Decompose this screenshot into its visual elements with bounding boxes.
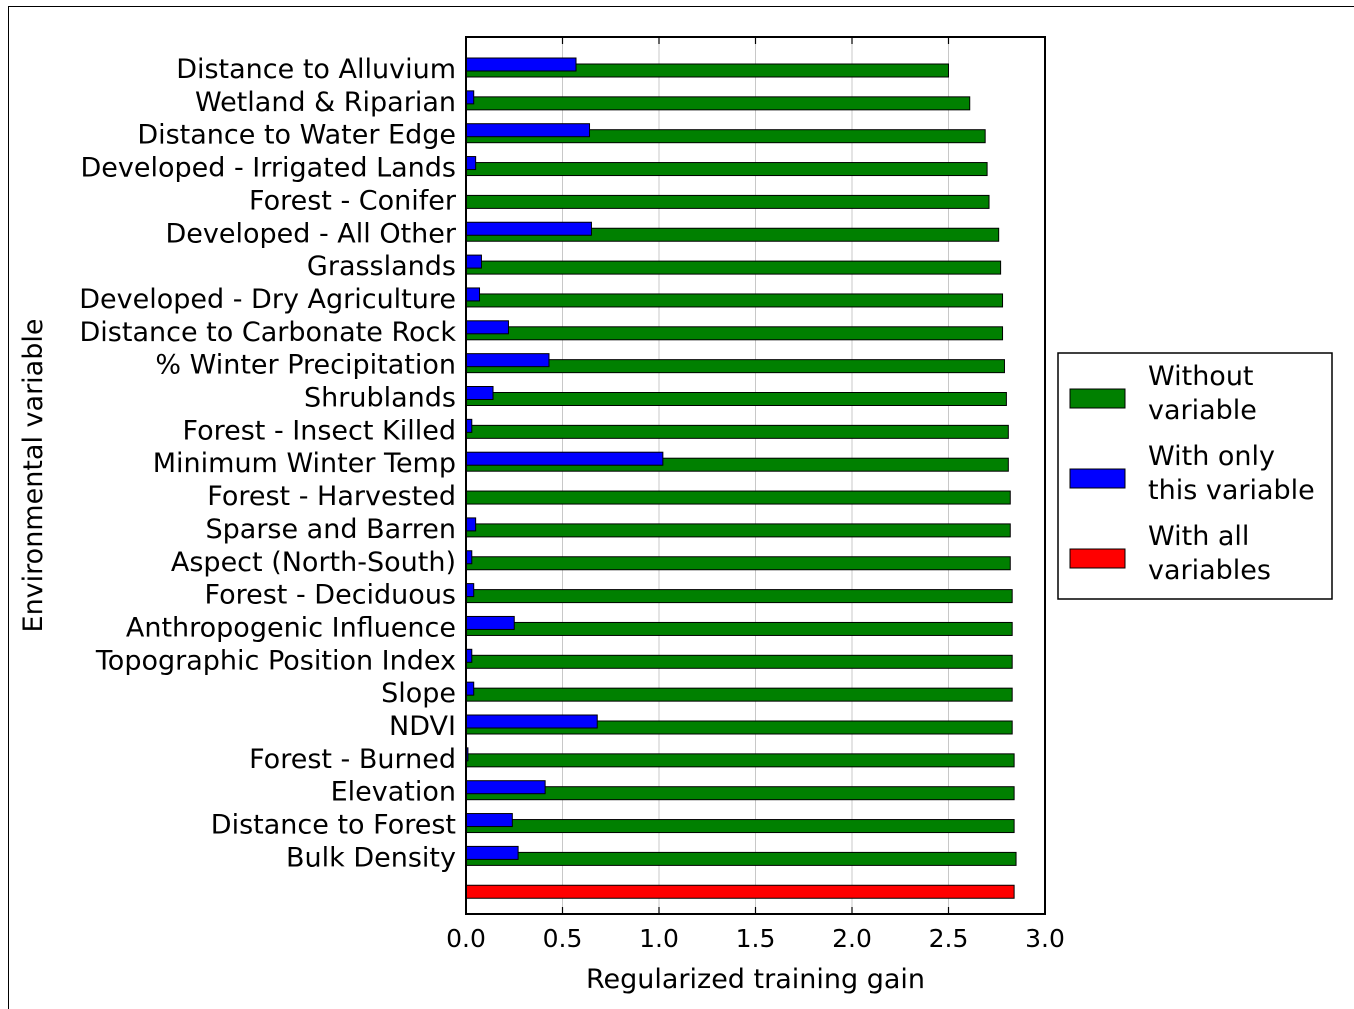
bar-without-variable <box>465 786 1015 801</box>
bar-without-variable <box>465 523 1011 538</box>
category-label: Shrublands <box>304 383 456 414</box>
x-tick-label: 0.0 <box>446 924 486 953</box>
category-label: Distance to Carbonate Rock <box>80 317 457 348</box>
bar-only-this-variable <box>465 320 509 335</box>
category-label: Slope <box>381 678 456 709</box>
category-label: Wetland & Riparian <box>195 87 456 118</box>
category-label: Distance to Water Edge <box>137 120 456 151</box>
bar-without-variable <box>465 654 1013 669</box>
category-label: Forest - Deciduous <box>205 580 456 611</box>
bar-without-variable <box>465 194 990 209</box>
bar-only-this-variable <box>465 57 577 72</box>
legend-label: variable <box>1148 395 1257 426</box>
bar-without-variable <box>465 589 1013 604</box>
bar-only-this-variable <box>465 813 513 828</box>
x-axis-label: Regularized training gain <box>586 964 925 995</box>
category-label: Anthropogenic Influence <box>126 612 456 643</box>
legend-label: this variable <box>1148 475 1315 506</box>
legend-label: With only <box>1148 441 1275 472</box>
category-label: Forest - Burned <box>249 744 456 775</box>
bar-only-this-variable <box>465 681 475 696</box>
bar-without-variable <box>465 260 1002 275</box>
category-label: Forest - Conifer <box>249 185 457 216</box>
legend-swatch <box>1069 468 1126 489</box>
category-label: Sparse and Barren <box>206 514 457 545</box>
bar-without-variable <box>465 819 1015 834</box>
bar-without-variable <box>465 490 1011 505</box>
plot-area-border <box>465 36 1046 915</box>
bar-without-variable <box>465 162 988 177</box>
legend-label: variables <box>1148 555 1271 586</box>
category-label: Developed - Irrigated Lands <box>80 153 456 184</box>
bar-only-this-variable <box>465 221 592 236</box>
category-label: Forest - Insect Killed <box>183 415 457 446</box>
bars-group <box>465 57 1017 899</box>
bar-without-variable <box>465 392 1007 406</box>
category-label: Forest - Harvested <box>207 481 456 512</box>
category-label: Developed - All Other <box>165 218 456 249</box>
category-label: Aspect (North-South) <box>171 547 456 578</box>
category-label: Grasslands <box>307 251 456 282</box>
x-tick-label: 2.5 <box>929 924 969 953</box>
x-tick-label: 3.0 <box>1025 924 1065 953</box>
bar-without-variable <box>465 851 1017 866</box>
category-label: % Winter Precipitation <box>155 350 456 381</box>
category-label: Topographic Position Index <box>95 645 456 676</box>
category-label: NDVI <box>389 711 456 742</box>
bar-only-this-variable <box>465 123 591 138</box>
x-tick-label: 2.0 <box>832 924 872 953</box>
category-label: Distance to Forest <box>211 810 456 841</box>
bar-only-this-variable <box>465 615 515 630</box>
bar-without-variable <box>465 556 1011 571</box>
bar-only-this-variable <box>465 287 481 302</box>
bar-only-this-variable <box>465 714 598 729</box>
bar-all-variables <box>465 884 1015 899</box>
x-tick-label: 0.5 <box>543 924 583 953</box>
legend-label: With all <box>1148 521 1249 552</box>
bar-only-this-variable <box>465 451 664 466</box>
bar-only-this-variable <box>465 90 475 105</box>
bar-only-this-variable <box>465 156 477 171</box>
bar-only-this-variable <box>465 780 546 795</box>
bar-only-this-variable <box>465 353 550 368</box>
y-axis-label: Environmental variable <box>18 319 49 633</box>
bar-without-variable <box>465 687 1013 702</box>
bar-without-variable <box>465 753 1015 768</box>
bar-only-this-variable <box>465 845 519 860</box>
bar-without-variable <box>465 621 1013 636</box>
bar-without-variable <box>465 96 971 111</box>
bar-without-variable <box>465 293 1004 308</box>
legend-swatch <box>1069 548 1126 569</box>
category-label: Minimum Winter Temp <box>153 448 456 479</box>
figure-frame <box>8 6 1354 1009</box>
bar-only-this-variable <box>465 254 482 269</box>
x-tick-labels: 0.0 0.5 1.0 1.5 2.0 2.5 3.0 <box>446 924 1065 953</box>
category-label: Elevation <box>331 777 456 808</box>
x-tick-label: 1.5 <box>736 924 776 953</box>
category-label: Distance to Alluvium <box>176 54 456 85</box>
category-label: Bulk Density <box>286 842 456 873</box>
legend-swatch <box>1069 388 1126 409</box>
bar-only-this-variable <box>465 583 475 598</box>
bar-only-this-variable <box>465 386 494 400</box>
bar-without-variable <box>465 424 1009 439</box>
x-tick-label: 1.0 <box>639 924 679 953</box>
bar-only-this-variable <box>465 517 477 532</box>
legend-label: Without <box>1148 361 1254 392</box>
bar-without-variable <box>465 326 1004 341</box>
category-label: Developed - Dry Agriculture <box>79 284 456 315</box>
